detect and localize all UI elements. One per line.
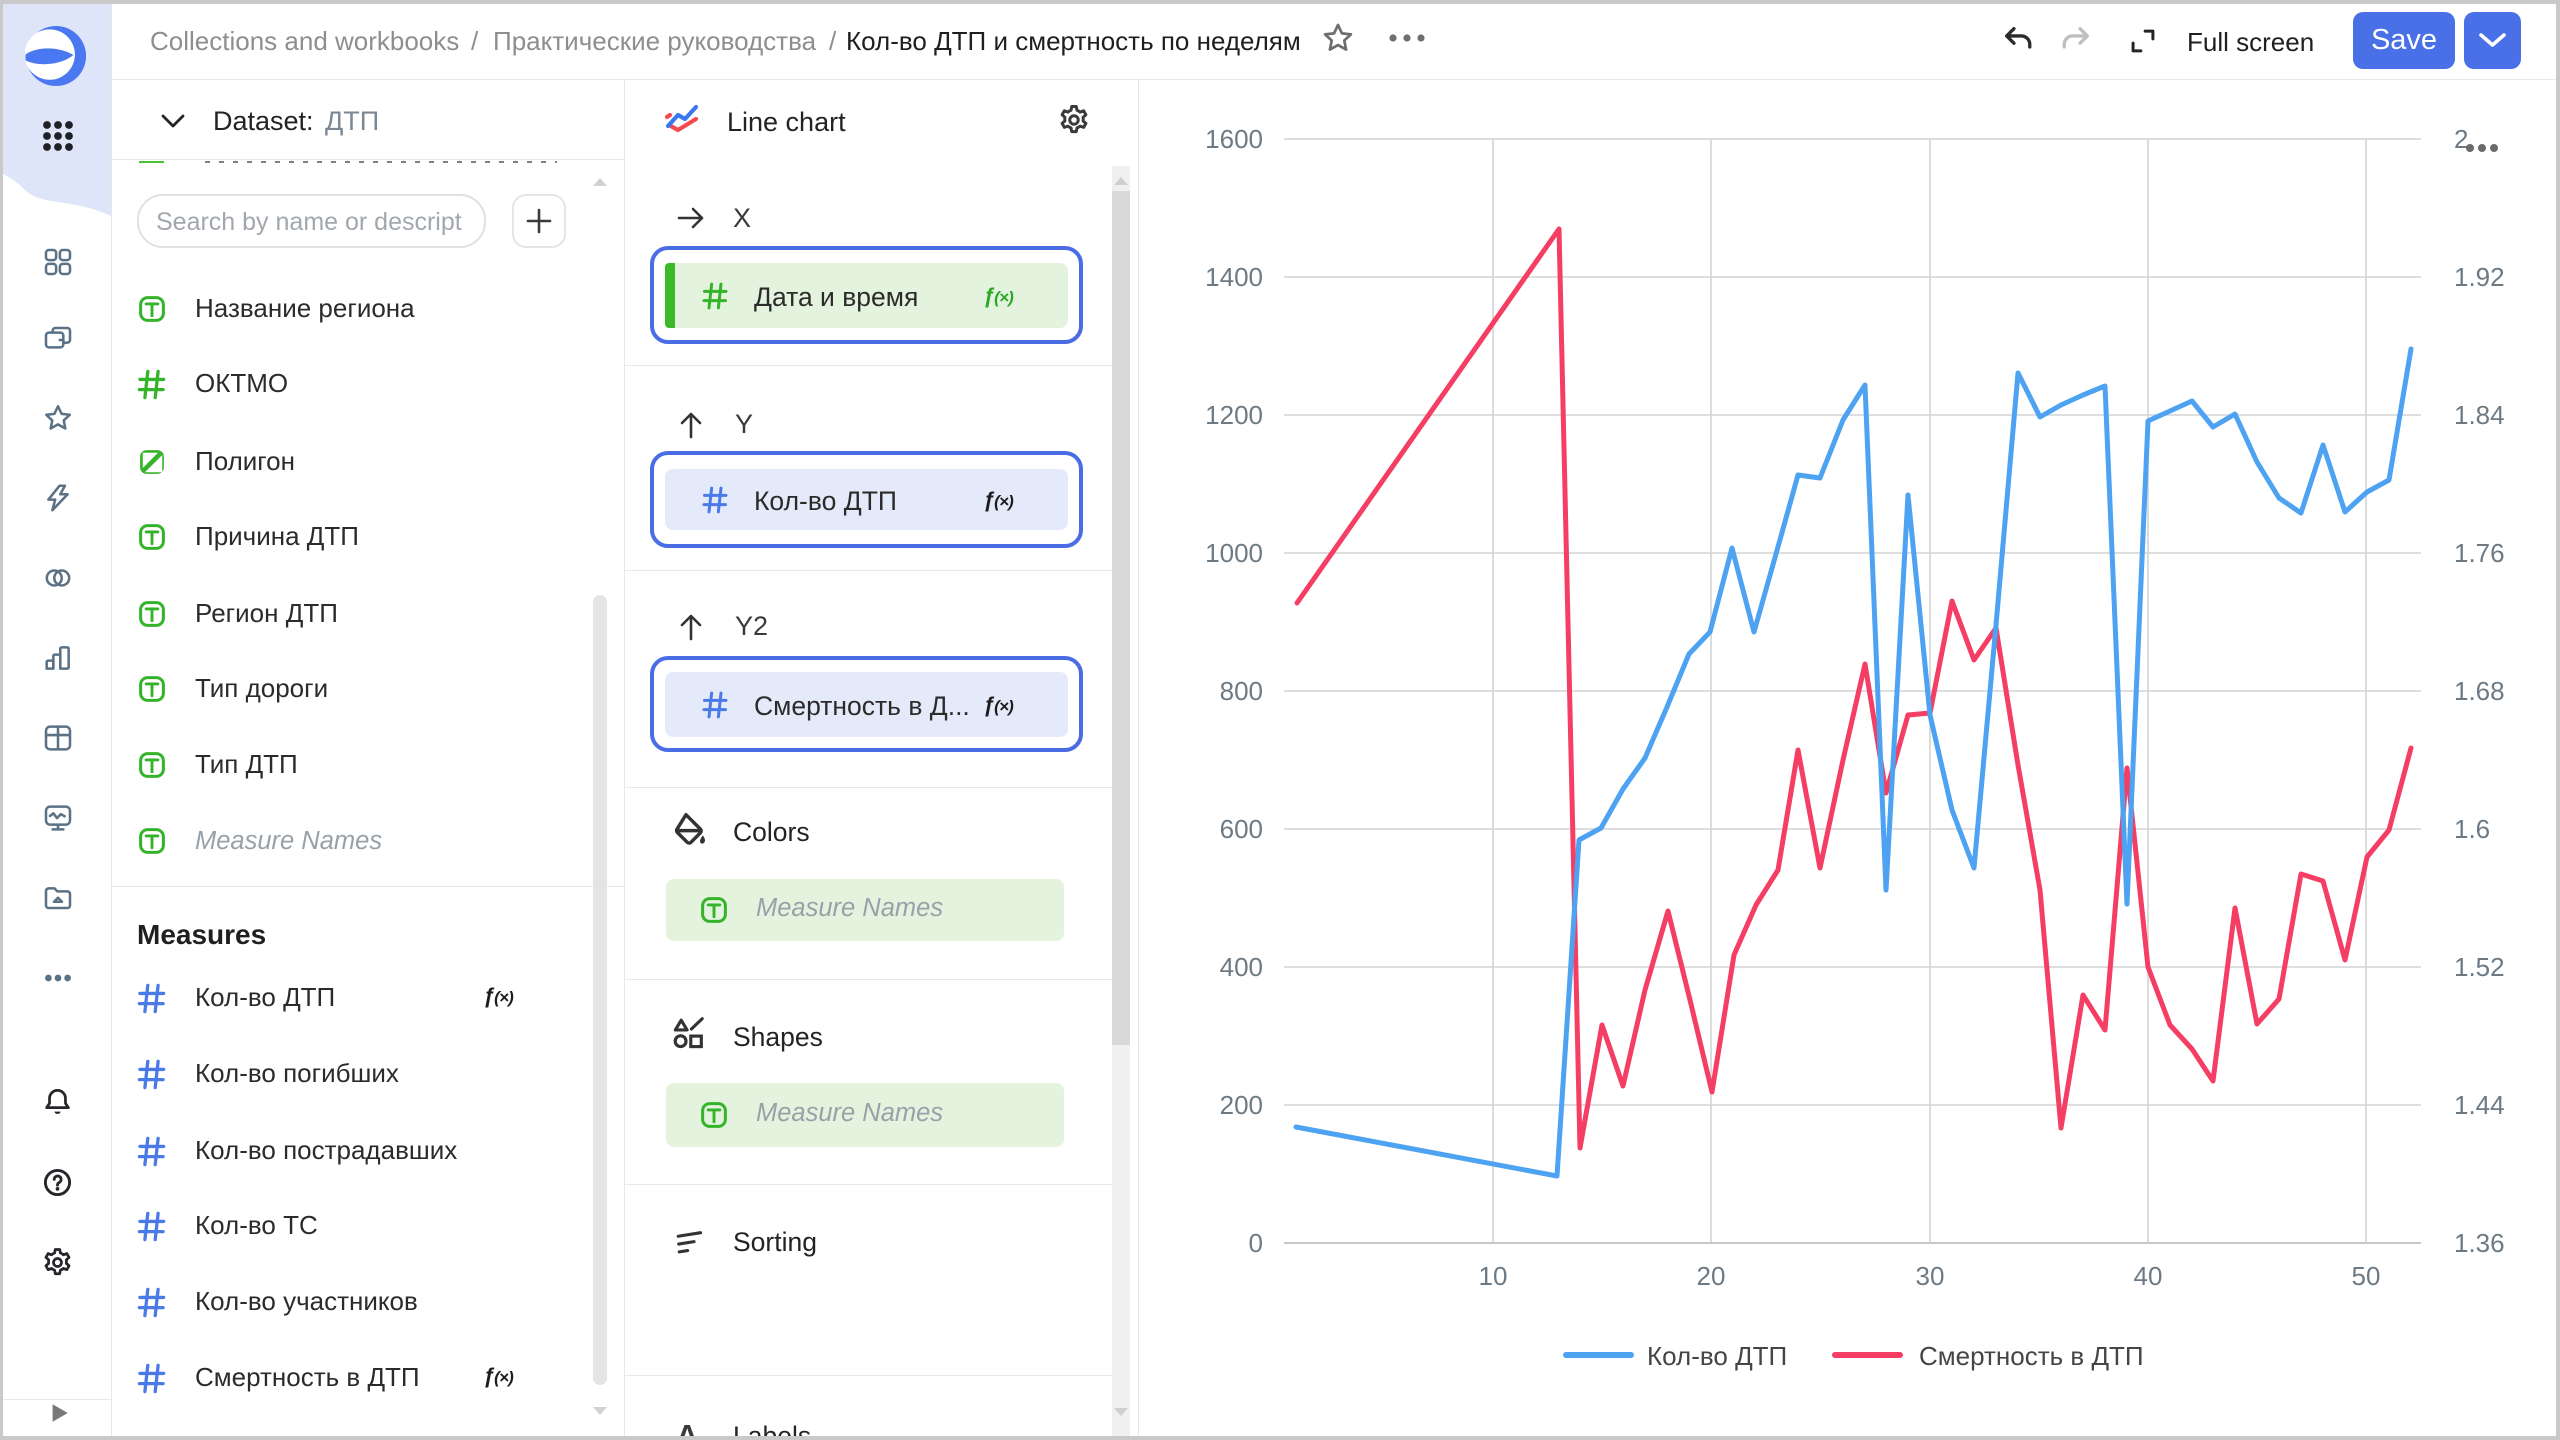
svg-text:600: 600	[1220, 814, 1263, 844]
svg-text:10: 10	[1479, 1261, 1508, 1291]
svg-text:Смертность в ДТП: Смертность в ДТП	[1919, 1341, 2144, 1371]
svg-text:1600: 1600	[1205, 124, 1263, 154]
svg-text:0: 0	[1249, 1228, 1263, 1258]
svg-text:200: 200	[1220, 1090, 1263, 1120]
svg-text:1.52: 1.52	[2454, 952, 2505, 982]
svg-text:400: 400	[1220, 952, 1263, 982]
svg-text:1400: 1400	[1205, 262, 1263, 292]
svg-text:30: 30	[1916, 1261, 1945, 1291]
svg-text:1.76: 1.76	[2454, 538, 2505, 568]
svg-text:40: 40	[2134, 1261, 2163, 1291]
svg-text:1200: 1200	[1205, 400, 1263, 430]
svg-text:1.92: 1.92	[2454, 262, 2505, 292]
svg-text:1.6: 1.6	[2454, 814, 2490, 844]
svg-text:2: 2	[2454, 124, 2468, 154]
svg-text:1.36: 1.36	[2454, 1228, 2505, 1258]
svg-text:1.68: 1.68	[2454, 676, 2505, 706]
svg-text:1.44: 1.44	[2454, 1090, 2505, 1120]
svg-text:1.84: 1.84	[2454, 400, 2505, 430]
svg-text:Кол-во ДТП: Кол-во ДТП	[1647, 1341, 1787, 1371]
svg-text:1000: 1000	[1205, 538, 1263, 568]
svg-text:50: 50	[2352, 1261, 2381, 1291]
svg-text:800: 800	[1220, 676, 1263, 706]
svg-text:20: 20	[1697, 1261, 1726, 1291]
